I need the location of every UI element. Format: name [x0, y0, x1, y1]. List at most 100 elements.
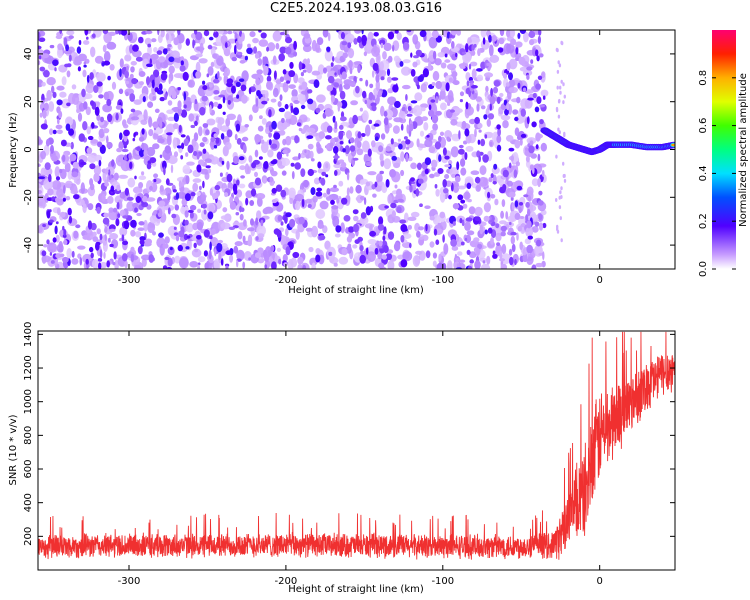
spectrogram-cell: [173, 226, 177, 230]
spectrogram-cell: [466, 249, 471, 255]
spectrogram-cell: [64, 162, 71, 173]
spectrogram-cell: [206, 118, 216, 126]
spectrogram-cell: [359, 195, 365, 201]
spectrogram-cell: [108, 207, 114, 213]
spectrogram-cell: [362, 140, 370, 153]
spectrogram-cell: [483, 72, 494, 78]
spectrogram-cell: [257, 257, 265, 264]
spectrogram-cell: [262, 56, 265, 66]
spectrogram-cell: [185, 38, 190, 46]
spectrogram-cell: [103, 251, 106, 259]
spectrogram-cell: [47, 188, 54, 196]
spectrogram-cell: [355, 85, 360, 94]
spectrogram-cell: [74, 56, 81, 64]
spectrogram-cell: [416, 230, 421, 238]
spectrogram-cell: [396, 188, 402, 197]
spectrogram-cell: [251, 162, 257, 169]
spectrogram-cell: [539, 53, 544, 58]
spectrogram-cell: [157, 138, 165, 144]
spectrogram-cell: [445, 180, 452, 187]
spectrogram-cell: [510, 235, 515, 245]
spectrogram-cell: [523, 31, 529, 43]
spectrogram-cell: [125, 80, 130, 85]
spectrogram-cell: [456, 30, 461, 36]
spectrogram-cell: [213, 144, 218, 149]
spectrogram-cell: [342, 148, 346, 153]
spectrogram-cell: [500, 210, 504, 219]
spectrogram-cell: [477, 139, 481, 145]
spectrogram-cell: [432, 214, 441, 226]
spectrogram-cell: [542, 251, 545, 261]
spectrogram-cell: [434, 184, 438, 189]
spectrogram-cell: [526, 116, 530, 125]
spectrogram-cell: [469, 118, 476, 125]
spectrogram-cell: [428, 61, 432, 70]
snr-background: [38, 331, 675, 570]
spectrogram-cell: [123, 154, 128, 161]
spectrogram-cell: [226, 173, 233, 183]
spectrogram-cell: [250, 218, 254, 226]
spectrogram-cell: [272, 30, 282, 42]
spectrogram-cell: [300, 104, 306, 110]
spectrogram-cell: [55, 124, 63, 130]
spectrogram-cell: [275, 79, 282, 85]
spectrogram-cell: [387, 194, 393, 204]
spectrogram-cell: [120, 30, 128, 36]
spectrogram-cell: [236, 138, 242, 145]
spectrogram-y-tick-label: 40: [23, 48, 34, 61]
spectrogram-cell: [304, 149, 307, 154]
spectrogram-cell: [513, 169, 518, 178]
spectrogram-cell: [508, 191, 516, 198]
colorbar-gradient: [712, 30, 736, 269]
spectrogram-cell: [130, 116, 140, 121]
spectrogram-cell: [378, 145, 384, 153]
spectrogram-cell: [327, 32, 331, 42]
spectrogram-cell: [164, 145, 171, 154]
spectrogram-cell: [483, 202, 491, 213]
spectrogram-cell: [207, 168, 212, 174]
spectrogram-cell: [149, 185, 153, 191]
spectrogram-cell: [65, 123, 71, 131]
spectrogram-cell: [119, 209, 126, 217]
figure-title: C2E5.2024.193.08.03.G16: [269, 1, 443, 16]
spectrogram-cell: [350, 100, 358, 106]
spectrogram-cell: [315, 191, 323, 197]
spectrogram-cell: [43, 178, 53, 191]
spectrogram-cell: [280, 157, 291, 167]
spectrogram-cell: [66, 248, 72, 259]
spectrogram-cell: [254, 252, 262, 259]
spectrogram-cell: [478, 176, 488, 187]
spectrogram-cell: [499, 258, 505, 262]
spectrogram-cell: [235, 81, 241, 87]
spectrogram-y-tick-label: -20: [23, 189, 34, 205]
spectrogram-cell: [227, 30, 233, 35]
spectrogram-cell: [459, 65, 466, 69]
spectrogram-cell: [508, 147, 515, 152]
spectrogram-cell: [415, 188, 420, 197]
spectrogram-cell: [214, 184, 221, 191]
snr-y-axis-label: SNR (10 * v/v): [8, 414, 19, 485]
spectrogram-cell: [220, 258, 224, 266]
spectrogram-y-tick-label: 0: [23, 146, 34, 152]
spectrogram-cell: [108, 169, 111, 176]
spectrogram-cell: [118, 30, 122, 35]
spectrogram-cell: [186, 235, 191, 239]
spectrogram-cell: [188, 113, 195, 122]
spectrogram-cell: [69, 153, 77, 162]
spectrogram-cell: [62, 256, 69, 263]
spectrogram-x-tick-label: -300: [118, 275, 141, 286]
spectrogram-cell: [143, 109, 148, 122]
spectrogram-cell: [152, 133, 159, 140]
spectrogram-cell: [235, 40, 239, 47]
spectrogram-cell: [342, 52, 348, 59]
spectrogram-cell: [444, 174, 450, 179]
spectrogram-cell: [106, 260, 110, 268]
spectrogram-cell: [514, 139, 521, 149]
spectrogram-cell: [510, 196, 514, 201]
spectrogram-cell: [77, 245, 86, 250]
snr-x-tick-label: 0: [597, 576, 603, 587]
spectrogram-cell: [208, 83, 213, 88]
spectrogram-cell: [54, 67, 57, 72]
spectrogram-cell: [373, 32, 379, 37]
spectrogram-cell: [456, 263, 460, 268]
